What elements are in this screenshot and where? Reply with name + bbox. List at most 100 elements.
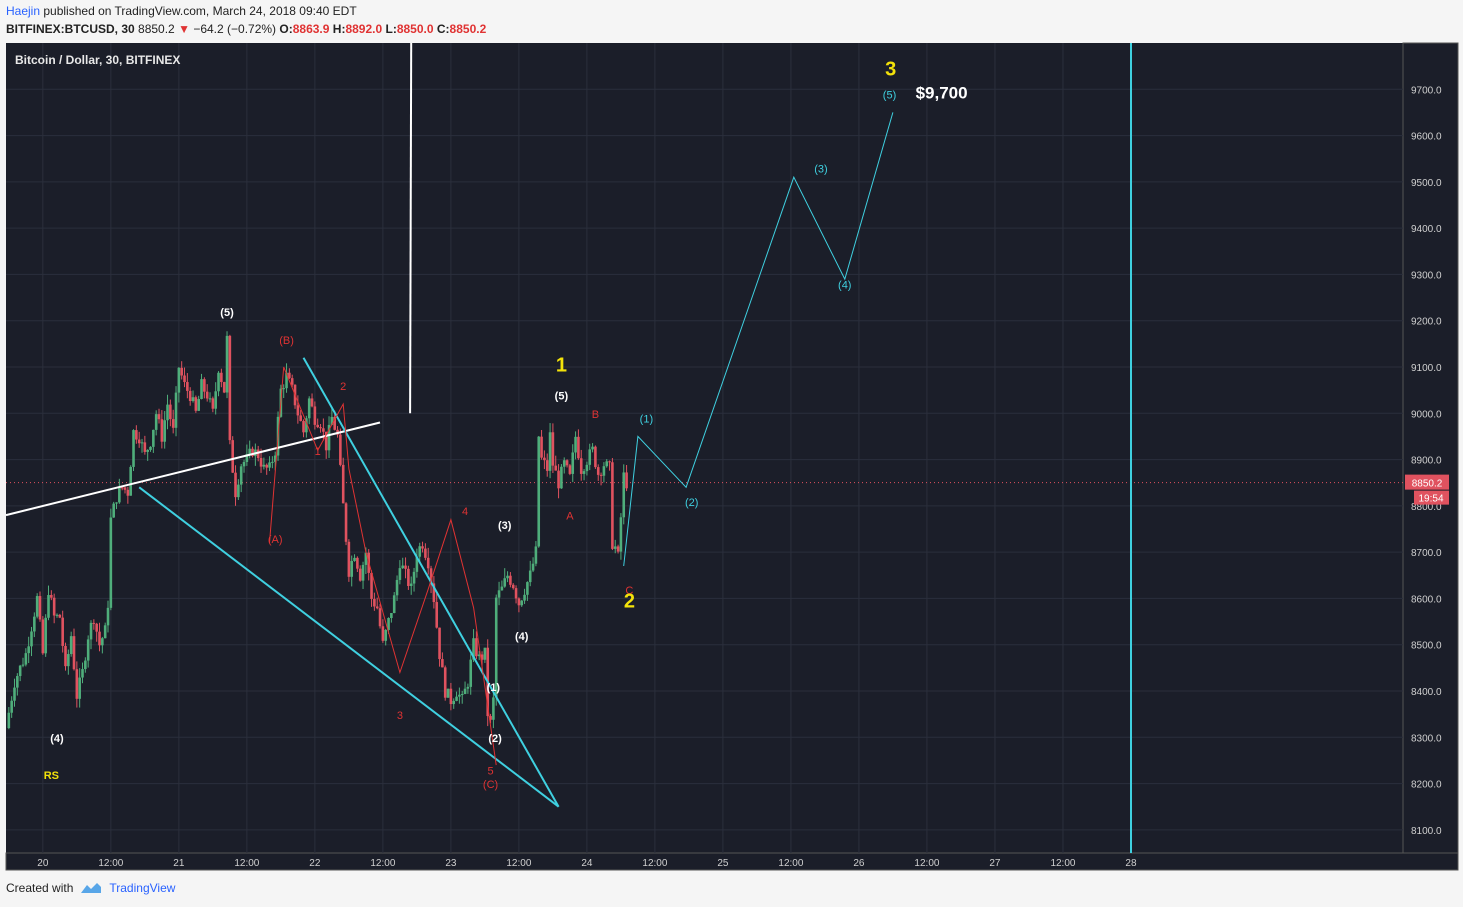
candle-body <box>613 546 617 549</box>
y-tick-label: 9400.0 <box>1411 224 1442 235</box>
candle-body <box>404 565 407 569</box>
candle-body <box>596 467 600 475</box>
candle-body <box>619 517 623 552</box>
candle-body <box>10 700 13 713</box>
candle-body <box>217 372 220 392</box>
plot-area[interactable] <box>6 43 1403 853</box>
candle-body <box>146 449 149 452</box>
x-tick-label: 12:00 <box>506 858 531 869</box>
candle-body <box>135 430 138 440</box>
candle-body <box>381 626 385 641</box>
candle-body <box>568 465 572 474</box>
wave-label: C <box>625 585 633 597</box>
grid-lines <box>6 43 1403 853</box>
publish-text: published on TradingView.com, March 24, … <box>40 4 357 18</box>
wave-label: 3 <box>397 710 403 722</box>
candle-body <box>24 653 28 665</box>
candle-body <box>347 541 351 577</box>
candle-body <box>316 424 320 428</box>
wave-label: (5) <box>883 90 896 102</box>
candle-body <box>186 382 189 391</box>
wave-label: (A) <box>268 534 283 546</box>
candle-body <box>64 645 67 667</box>
candle-body <box>262 464 266 467</box>
candle-body <box>449 688 453 705</box>
x-tick-label: 23 <box>445 858 457 869</box>
candle-body <box>452 700 456 705</box>
wave-label: (4) <box>515 631 529 643</box>
candle-body <box>41 619 45 654</box>
wave-label: (2) <box>685 497 698 509</box>
candle-body <box>599 474 603 476</box>
candle-body <box>509 575 512 585</box>
candle-body <box>282 388 285 390</box>
tradingview-link[interactable]: TradingView <box>109 881 176 895</box>
candle-body <box>13 687 16 701</box>
candle-body <box>531 563 535 571</box>
y-tick-label: 8900.0 <box>1411 456 1442 467</box>
candle-body <box>364 552 368 565</box>
price-axis[interactable] <box>1402 42 1459 854</box>
candle-body <box>123 487 127 490</box>
wave-label: (3) <box>814 164 827 176</box>
open-value: 8863.9 <box>292 22 330 36</box>
candle-body <box>197 399 200 411</box>
countdown-tag <box>1414 490 1449 505</box>
close-value: 8850.2 <box>449 22 487 36</box>
candle-body <box>101 638 104 646</box>
y-tick-label: 8700.0 <box>1411 548 1442 559</box>
wave-label: 5 <box>487 765 493 777</box>
low-label: L: <box>385 22 397 36</box>
wave-label: $9,700 <box>916 84 968 103</box>
candle-body <box>460 694 464 696</box>
candle-body <box>330 416 334 425</box>
time-axis[interactable] <box>5 852 1459 871</box>
tradingview-logo-icon <box>81 883 102 893</box>
candle-body <box>205 391 209 399</box>
trend-line <box>409 42 413 414</box>
candle-body <box>288 372 291 379</box>
x-tick-label: 22 <box>309 858 321 869</box>
x-tick-label: 12:00 <box>370 858 395 869</box>
candle-body <box>310 398 314 407</box>
candle-body <box>313 406 317 425</box>
candle-body <box>259 458 263 467</box>
footer: Created with TradingView <box>6 881 175 895</box>
wave-label: 2 <box>624 591 635 613</box>
candle-body <box>446 688 450 698</box>
publish-info: Haejin published on TradingView.com, Mar… <box>6 4 357 18</box>
candle-body <box>407 568 410 586</box>
candle-body <box>565 460 569 466</box>
candle-body <box>109 517 113 608</box>
price-tag <box>1405 474 1449 490</box>
candle-body <box>183 375 186 383</box>
candle-body <box>560 466 563 489</box>
candle-body <box>540 436 543 458</box>
open-label: O: <box>279 22 293 36</box>
candle-body <box>95 623 98 632</box>
candle-body <box>395 579 399 596</box>
candle-body <box>58 614 62 618</box>
x-tick-label: 12:00 <box>914 858 939 869</box>
author-link[interactable]: Haejin <box>6 4 41 18</box>
candle-body <box>551 432 555 466</box>
candle-body <box>492 697 495 720</box>
y-tick-label: 9200.0 <box>1411 317 1442 328</box>
y-tick-label: 8100.0 <box>1411 826 1442 837</box>
candle-body <box>483 647 487 660</box>
candle-body <box>129 466 132 496</box>
candle-body <box>370 572 373 599</box>
candle-body <box>602 466 606 476</box>
candle-body <box>30 631 33 647</box>
candle-body <box>231 440 234 473</box>
candle-body <box>126 489 130 496</box>
candle-body <box>143 442 147 452</box>
x-tick-label: 26 <box>853 858 865 869</box>
x-tick-label: 28 <box>1125 858 1137 869</box>
candle-body <box>290 378 294 385</box>
candle-body <box>86 639 90 661</box>
candle-body <box>585 464 589 472</box>
candle-body <box>409 583 413 586</box>
candle-body <box>302 420 305 433</box>
